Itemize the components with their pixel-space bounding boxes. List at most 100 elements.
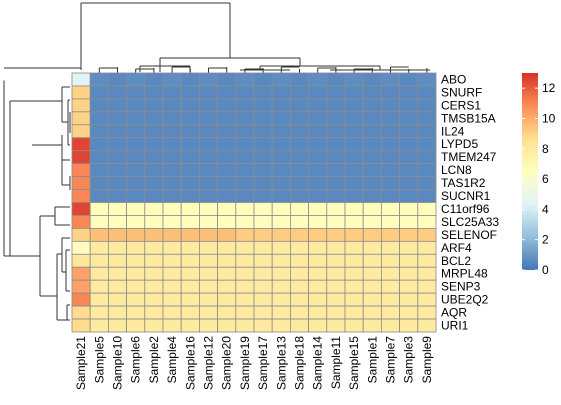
heatmap-cell [217, 202, 237, 216]
column-label: Sample16 [183, 336, 197, 390]
heatmap-cell [126, 202, 146, 216]
heatmap-cell [289, 292, 309, 307]
heatmap-cell [289, 266, 309, 281]
heatmap-cell [198, 124, 218, 139]
column-label: Sample6 [129, 336, 143, 384]
heatmap-cell [217, 137, 237, 152]
heatmap-cell [144, 253, 164, 268]
heatmap-cell [362, 163, 382, 177]
heatmap-cell [417, 318, 437, 333]
heatmap-cell [271, 72, 291, 87]
heatmap-cell [271, 202, 291, 216]
heatmap-cell [71, 72, 91, 87]
heatmap-cell [217, 240, 237, 255]
heatmap-cell [380, 202, 400, 216]
heatmap-cell [180, 124, 200, 139]
heatmap-cell [417, 266, 437, 281]
heatmap-cell [289, 124, 309, 139]
heatmap-cell [253, 227, 273, 242]
heatmap-cell [417, 137, 437, 152]
heatmap-cell [362, 318, 382, 333]
heatmap-cell [344, 318, 364, 333]
heatmap-cell [217, 98, 237, 113]
heatmap-cell [362, 227, 382, 242]
heatmap-cell [380, 318, 400, 333]
heatmap-cell [108, 292, 128, 307]
heatmap-cell [162, 85, 182, 100]
heatmap-cell [399, 202, 419, 216]
heatmap-cell [180, 202, 200, 216]
heatmap-cell [308, 176, 328, 190]
heatmap-cell [308, 202, 328, 216]
heatmap-cell [326, 137, 346, 152]
heatmap-cell [289, 227, 309, 242]
heatmap-cell [180, 85, 200, 100]
heatmap-cell [162, 215, 182, 229]
heatmap-cell [253, 253, 273, 268]
row-label: SELENOF [441, 228, 497, 242]
heatmap-cell [89, 305, 109, 320]
heatmap-cell [362, 305, 382, 320]
heatmap-cell [308, 124, 328, 139]
heatmap-cell [235, 150, 255, 165]
heatmap-cell [144, 163, 164, 177]
row-label: IL24 [441, 124, 465, 138]
row-label: MRPL48 [441, 267, 488, 281]
row-label: ARF4 [441, 241, 472, 255]
heatmap-cell [144, 279, 164, 294]
heatmap-cell [162, 163, 182, 177]
heatmap-cell [162, 189, 182, 203]
heatmap-cell [399, 240, 419, 255]
heatmap-cell [71, 227, 91, 242]
heatmap-cell [344, 202, 364, 216]
heatmap-cell [326, 150, 346, 165]
heatmap-cell [126, 137, 146, 152]
heatmap-cell [235, 305, 255, 320]
heatmap-cell [144, 150, 164, 165]
heatmap-cell [344, 266, 364, 281]
heatmap-cell [253, 266, 273, 281]
column-label: Sample10 [111, 336, 125, 390]
heatmap-cell [253, 189, 273, 203]
heatmap-cell [144, 176, 164, 190]
heatmap-cell [326, 305, 346, 320]
heatmap-cell [89, 111, 109, 126]
heatmap-cell [253, 124, 273, 139]
heatmap-cell [362, 202, 382, 216]
heatmap-cell [271, 279, 291, 294]
heatmap-cell [217, 253, 237, 268]
heatmap-cell [144, 240, 164, 255]
heatmap-cell [162, 111, 182, 126]
heatmap-cell [235, 176, 255, 190]
heatmap-cell [89, 72, 109, 87]
heatmap-cell [180, 292, 200, 307]
heatmap-cell [362, 150, 382, 165]
heatmap-cell [399, 124, 419, 139]
heatmap-cell [126, 85, 146, 100]
heatmap-cell [380, 253, 400, 268]
heatmap-cell [108, 202, 128, 216]
row-label: AQR [441, 306, 467, 320]
heatmap-cell [344, 227, 364, 242]
heatmap-cell [126, 279, 146, 294]
heatmap-cell [71, 240, 91, 255]
heatmap-cell [362, 111, 382, 126]
heatmap-cell [308, 163, 328, 177]
heatmap-cell [344, 279, 364, 294]
heatmap-cell [180, 305, 200, 320]
heatmap-cell [380, 279, 400, 294]
heatmap-cell [198, 227, 218, 242]
heatmap-cell [108, 318, 128, 333]
column-label: Sample15 [347, 336, 361, 390]
heatmap-cell [198, 98, 218, 113]
heatmap-cell [71, 176, 91, 190]
heatmap-cell [253, 202, 273, 216]
heatmap-cell [108, 189, 128, 203]
heatmap-cell [89, 318, 109, 333]
heatmap-cell [108, 163, 128, 177]
heatmap-cell [362, 266, 382, 281]
heatmap-cell [71, 279, 91, 294]
heatmap-cell [326, 240, 346, 255]
heatmap-cell [180, 318, 200, 333]
